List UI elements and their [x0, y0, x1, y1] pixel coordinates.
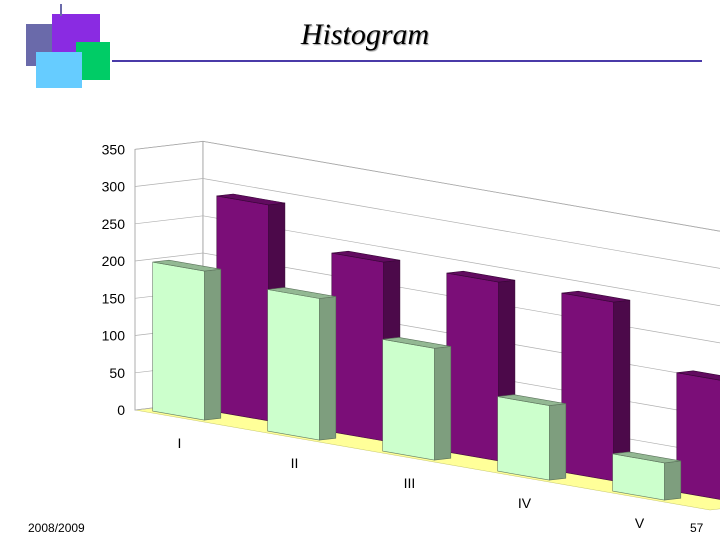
gridline	[134, 140, 720, 232]
chart-bars	[152, 193, 720, 501]
bar-top-face	[561, 290, 630, 303]
x-category-label: IV	[518, 495, 532, 511]
y-tick-label: 100	[102, 328, 126, 344]
x-category-label: III	[404, 475, 416, 491]
y-tick-label: 250	[102, 216, 126, 232]
bar-top-face	[216, 193, 285, 206]
y-axis-ticks: 0 50 100 150 200 250 300 350	[102, 141, 126, 418]
bar	[382, 337, 452, 461]
bar-front-face	[497, 396, 550, 481]
bar	[561, 290, 631, 482]
bar-top-face	[497, 394, 566, 406]
decor-square-cyan	[36, 52, 82, 88]
bar-side-face	[664, 460, 682, 501]
bar-side-face	[434, 346, 452, 461]
bar-front-face	[152, 261, 205, 421]
y-tick-label: 0	[117, 402, 125, 418]
bar-side-face	[319, 296, 337, 441]
bar-front-face	[446, 272, 499, 462]
y-tick-label: 300	[102, 179, 126, 195]
bar	[612, 451, 682, 501]
x-category-label: II	[291, 455, 299, 471]
y-tick-label: 50	[109, 365, 125, 381]
bar-front-face	[382, 338, 435, 461]
bar-front-face	[216, 195, 269, 422]
bar	[497, 394, 567, 481]
bar-top-face	[152, 259, 221, 272]
bar	[152, 259, 222, 421]
bar-top-face	[267, 287, 336, 299]
bar	[267, 287, 337, 441]
bar-top-face	[612, 451, 681, 464]
x-category-label: I	[178, 435, 182, 451]
bar-top-face	[331, 250, 400, 263]
title-rule	[112, 60, 702, 62]
gridline	[134, 178, 720, 269]
bar-front-face	[676, 372, 720, 500]
decor-tick-line	[60, 4, 62, 16]
bar-front-face	[331, 252, 384, 442]
slide-title: Histogram	[300, 18, 430, 51]
bar-top-face	[446, 270, 515, 283]
y-tick-label: 200	[102, 253, 126, 269]
y-tick-label: 150	[102, 290, 126, 306]
bar	[676, 370, 720, 500]
y-tick-label: 350	[102, 141, 126, 157]
bar-front-face	[561, 292, 614, 482]
bar-side-face	[204, 268, 222, 421]
x-category-label: V	[635, 515, 645, 531]
bar-front-face	[267, 289, 320, 441]
bar-top-face	[382, 337, 451, 349]
page-number: 57	[690, 521, 704, 535]
bar-side-face	[549, 403, 567, 481]
footer-year: 2008/2009	[28, 521, 85, 535]
gridline	[134, 215, 720, 307]
bar-top-face	[676, 370, 720, 381]
